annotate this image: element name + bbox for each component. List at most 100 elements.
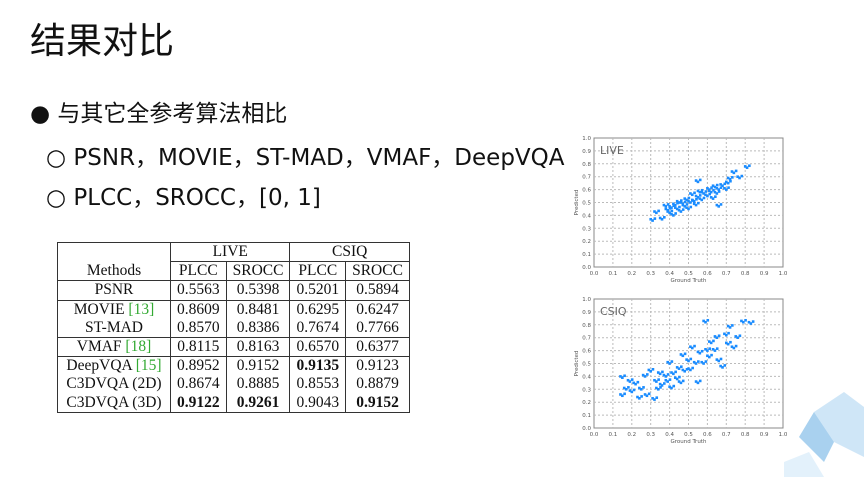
bullet: ● 与其它全参考算法相比 [30, 101, 288, 127]
data-point [680, 365, 683, 369]
data-point [655, 211, 658, 215]
data-point [690, 198, 694, 202]
data-point [706, 318, 710, 322]
data-point [713, 335, 717, 338]
data-point [681, 354, 685, 358]
data-point [707, 355, 711, 359]
data-point [680, 199, 683, 202]
data-point [702, 192, 705, 195]
data-point [732, 171, 736, 175]
citation-link[interactable]: [13] [128, 300, 155, 318]
value-cell: 0.8163 [225, 336, 291, 357]
data-point [691, 366, 694, 370]
y-tick-label: 0.1 [582, 413, 591, 419]
value-cell: 0.8879 [345, 375, 410, 394]
data-point [664, 207, 668, 211]
value-cell: 0.8115 [170, 336, 227, 357]
data-point [666, 373, 670, 376]
value-cell: 0.8570 [170, 318, 227, 338]
data-point [734, 169, 738, 173]
data-point [658, 216, 662, 220]
data-point [717, 190, 721, 193]
data-point [677, 201, 681, 204]
sub-bullet-text: PSNR，MOVIE，ST-MAD，VMAF，DeepVQA [73, 145, 565, 171]
data-point [683, 352, 687, 356]
data-point [660, 384, 664, 387]
data-point [698, 197, 702, 200]
data-point [658, 372, 662, 376]
y-tick-label: 0.7 [582, 336, 591, 342]
y-tick-label: 0.6 [582, 188, 591, 194]
citation-link[interactable]: [18] [125, 338, 152, 356]
y-tick-label: 0.3 [582, 387, 591, 393]
data-point [747, 320, 751, 324]
data-point [740, 174, 744, 178]
data-point [713, 190, 717, 194]
data-point [668, 378, 672, 381]
data-point [685, 206, 688, 209]
data-point [717, 188, 721, 191]
x-tick-label: 0.5 [684, 271, 693, 277]
data-point [672, 214, 675, 217]
data-point [704, 190, 708, 193]
data-point [689, 192, 692, 195]
value-cell: 0.5201 [289, 280, 347, 301]
table-row: DeepVQA [15] 0.8952 0.9152 0.9135 0.9123 [57, 356, 410, 376]
data-point [696, 381, 700, 385]
data-point [744, 318, 747, 322]
data-point [715, 347, 719, 350]
data-point [681, 379, 685, 383]
value-cell: 0.6570 [289, 336, 347, 357]
y-tick-label: 0.4 [582, 213, 591, 219]
data-point [690, 193, 694, 197]
data-point [623, 392, 626, 396]
data-point [623, 374, 626, 378]
data-point [632, 381, 635, 385]
data-point [715, 183, 719, 187]
data-point [730, 345, 734, 349]
x-tick-label: 0.6 [703, 432, 712, 438]
data-point [709, 190, 713, 194]
data-point [715, 192, 719, 195]
data-point [696, 196, 700, 199]
data-point [697, 201, 700, 205]
data-point [715, 358, 719, 361]
y-axis-label: Predicted [574, 190, 580, 216]
method-cell: C3DVQA (2D) [57, 375, 171, 394]
value-cell: 0.7766 [345, 318, 410, 338]
data-point [740, 319, 743, 323]
value-cell: 0.9261 [225, 393, 291, 413]
data-point [683, 205, 687, 208]
x-tick-label: 0.3 [646, 432, 655, 438]
data-point [706, 194, 709, 198]
data-point [634, 382, 637, 386]
data-point [675, 377, 679, 381]
x-axis-label: Ground Truth [671, 278, 707, 284]
data-point [679, 381, 683, 385]
data-point [697, 360, 700, 363]
value-cell: 0.9152 [225, 356, 291, 376]
data-point [715, 187, 719, 190]
value-cell: 0.5894 [345, 280, 410, 301]
data-point [715, 336, 719, 339]
value-cell: 0.8386 [225, 318, 291, 338]
sub-bullet: ○ PLCC，SROCC，[0, 1] [46, 185, 321, 211]
y-tick-label: 0.3 [582, 226, 591, 232]
data-point [656, 371, 660, 374]
y-tick-label: 0.0 [582, 426, 591, 432]
data-point [719, 203, 723, 206]
data-point [653, 210, 656, 213]
citation-link[interactable]: [15] [135, 357, 162, 375]
data-point [689, 201, 692, 204]
data-point [694, 179, 698, 182]
data-point [725, 180, 728, 184]
data-point [664, 205, 668, 208]
data-point [693, 344, 696, 348]
data-point [639, 388, 643, 391]
x-tick-label: 0.0 [590, 432, 599, 438]
data-point [664, 378, 668, 382]
y-tick-label: 0.4 [582, 374, 591, 380]
data-point [647, 392, 651, 396]
data-point [700, 190, 704, 194]
data-point [678, 375, 681, 379]
